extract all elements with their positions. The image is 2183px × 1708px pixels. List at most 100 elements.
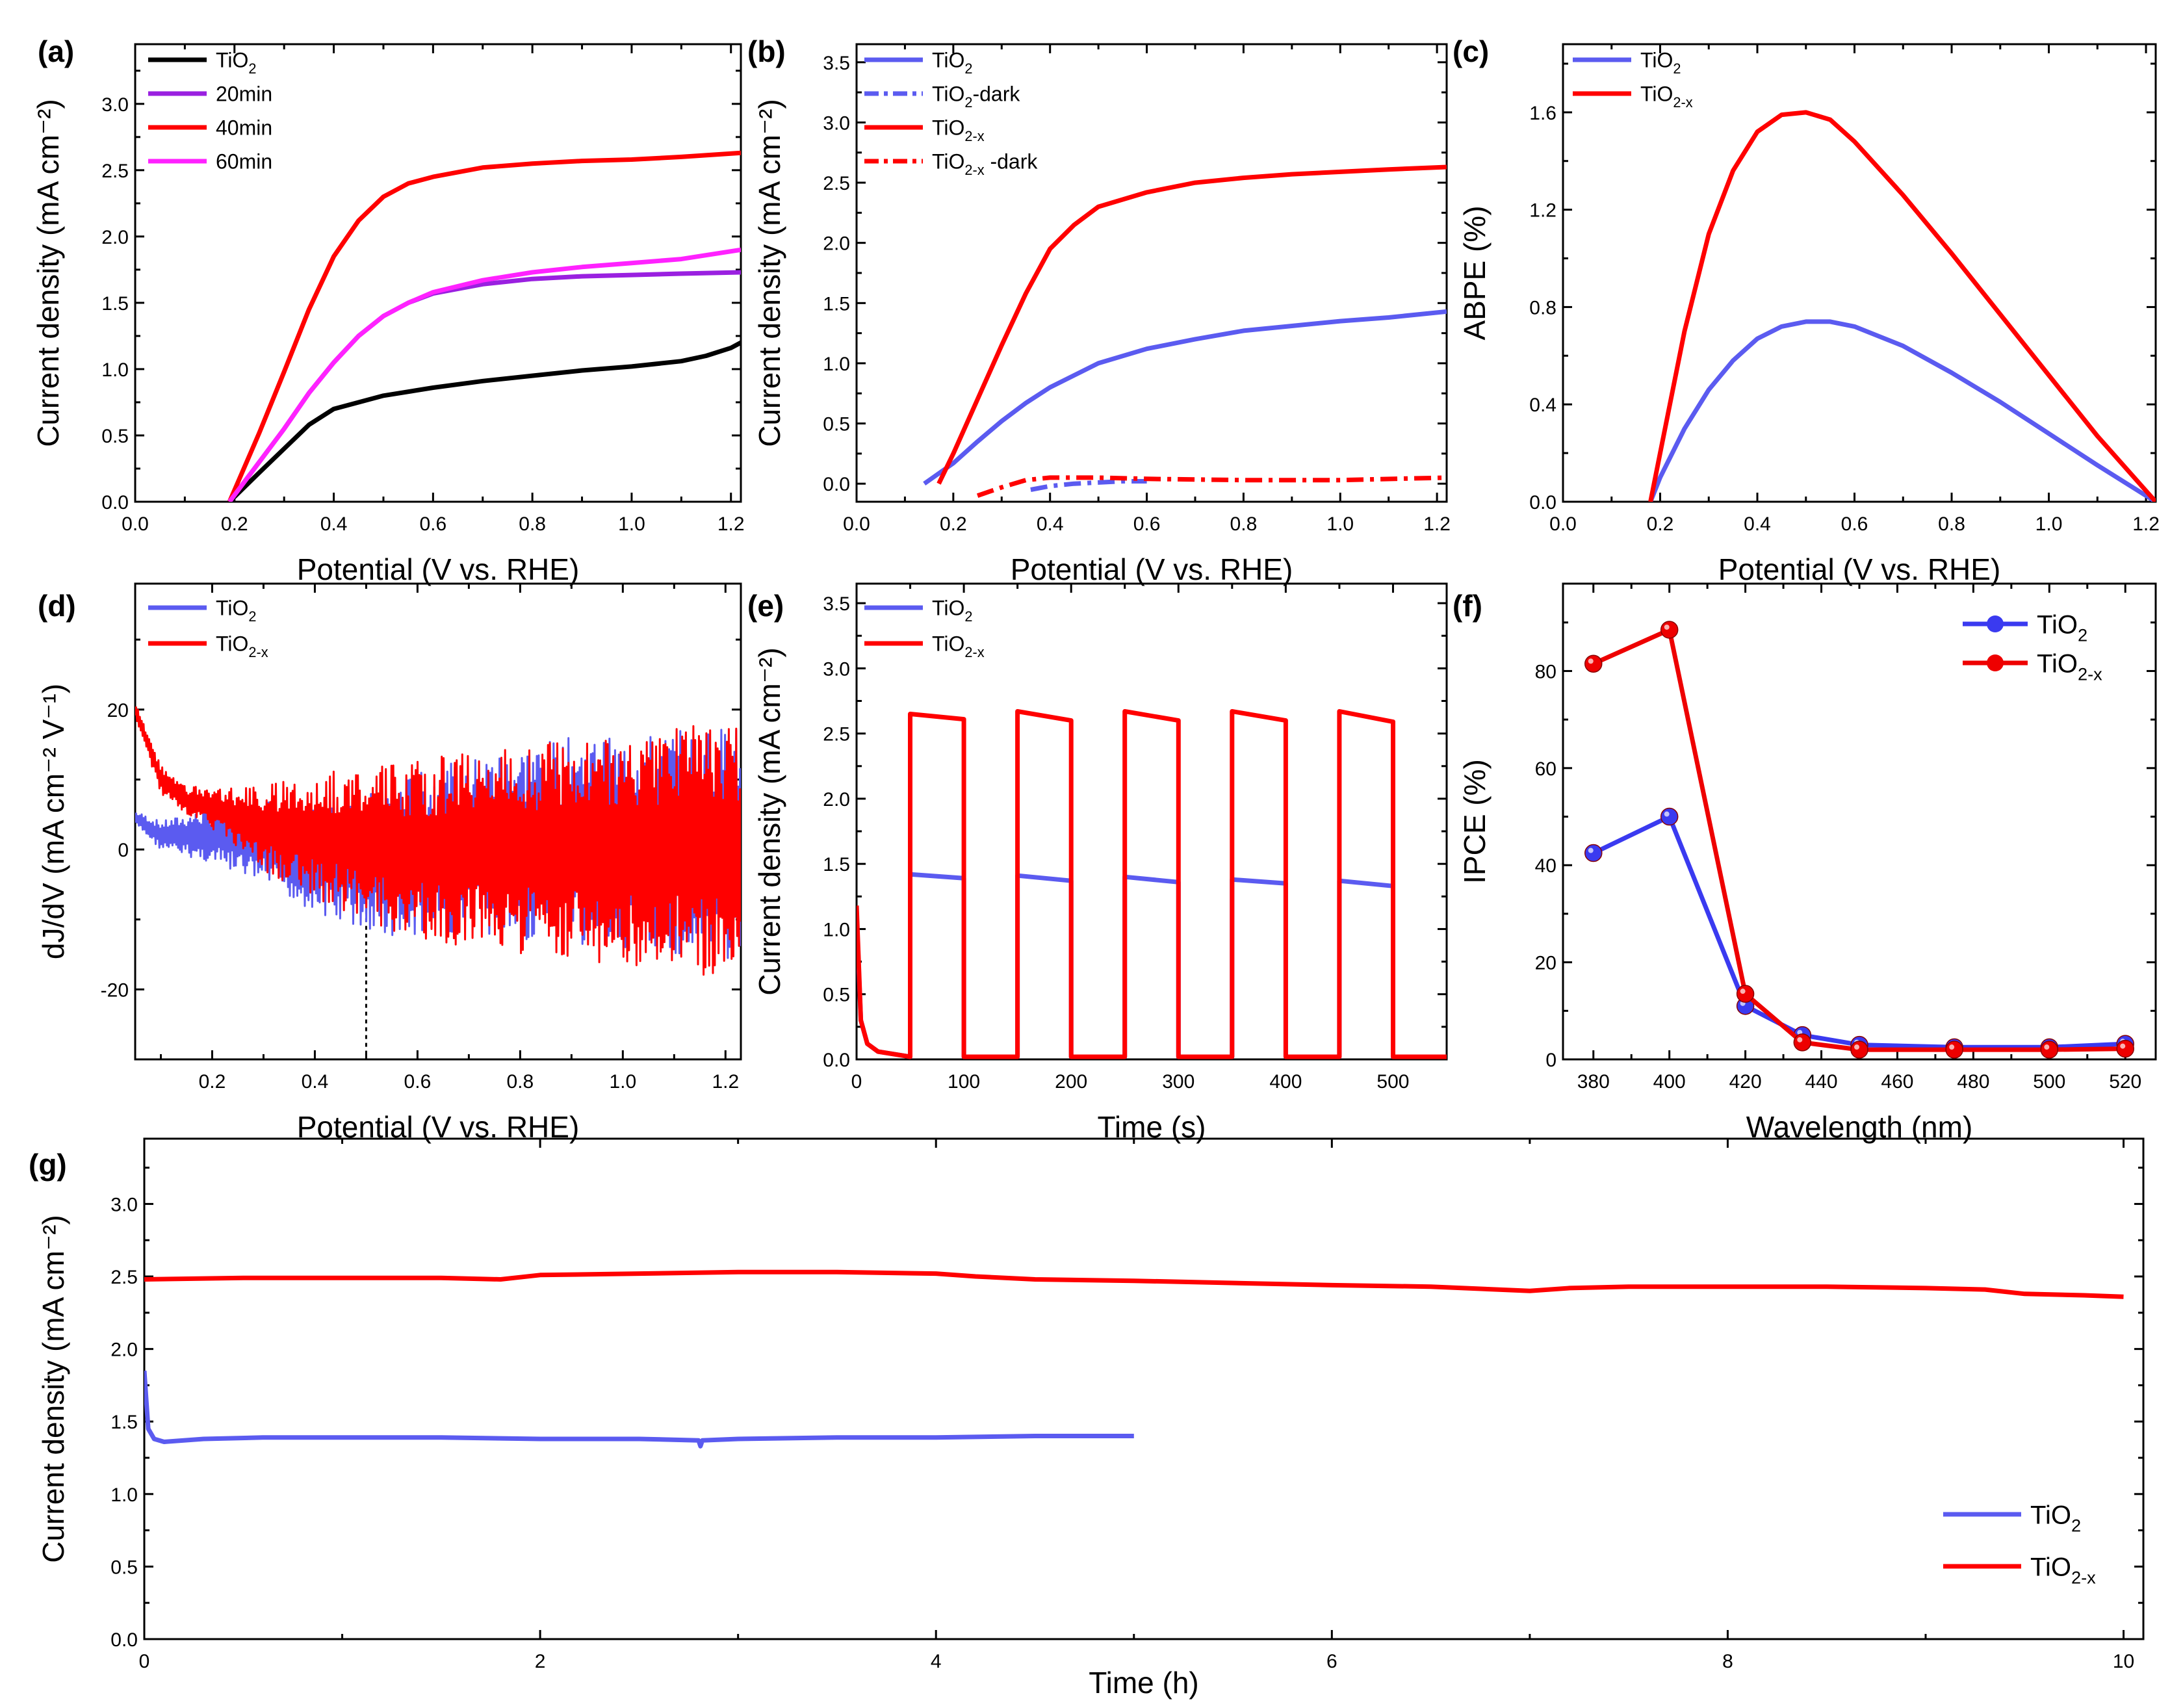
series-line-c-0 <box>1648 319 2156 502</box>
chart-panel-b: 0.0 0.2 0.4 0.6 0.8 1.0 1.2 0.0 0.5 1.0 1.5 2.0 2.5 3… <box>747 34 1451 586</box>
x-tick-label: 500 <box>1376 1071 1409 1093</box>
legend-entry-c-1: TiO2-x <box>1573 83 1693 110</box>
y-tick-label: 0.5 <box>110 1557 138 1578</box>
x-tick-label: 1.2 <box>2132 513 2160 535</box>
legend-entry-a-2: 40min <box>148 116 272 140</box>
legend-entry-g-0: TiO2 <box>1943 1501 2081 1535</box>
legend-entry-e-0: TiO2 <box>864 597 972 625</box>
series-line-a-3 <box>227 247 741 502</box>
y-tick-label: 2.5 <box>823 173 850 194</box>
x-tick-label: 0.6 <box>1133 513 1161 535</box>
y-tick-label: 3.0 <box>823 658 850 680</box>
series-line-b-3 <box>976 475 1447 498</box>
legend-entry-a-3: 60min <box>148 150 272 174</box>
y-tick-label: 1.6 <box>1529 103 1557 124</box>
x-tick-label: 1.2 <box>1423 513 1451 535</box>
data-point-f-1 <box>2040 1041 2059 1059</box>
y-tick-label: 2.5 <box>110 1267 138 1288</box>
legend-label-main: TiO <box>932 49 964 72</box>
legend-label-sub: 2 <box>964 608 972 625</box>
y-tick-label: 0.0 <box>823 474 850 495</box>
y-tick-label: 2.0 <box>101 227 129 248</box>
y-tick-label: -20 <box>101 979 129 1001</box>
legend-label-sub: 2-x <box>964 128 984 144</box>
series-line-f-0 <box>1592 814 2126 1050</box>
legend-entry-d-0: TiO2 <box>148 597 256 625</box>
legend-label: TiO2-dark <box>932 83 1020 111</box>
legend-label: TiO2 <box>216 49 256 77</box>
y-tick-label: 1.0 <box>110 1484 138 1506</box>
legend-label-main: TiO <box>1640 49 1673 72</box>
series-line-g-0 <box>144 1370 1134 1449</box>
legend-label-main: 60min <box>216 150 272 174</box>
legend-label: TiO2 <box>216 597 256 625</box>
data-point-highlight <box>1588 848 1594 853</box>
legend-label-sub: 2-x <box>2071 1567 2096 1587</box>
x-tick-label: 520 <box>2109 1071 2141 1093</box>
legend-label-main: TiO <box>932 150 964 174</box>
x-tick-label: 0.8 <box>507 1071 534 1093</box>
x-tick-label: 1.0 <box>618 513 645 535</box>
data-point-f-1 <box>1945 1041 1963 1059</box>
x-tick-label: 0.0 <box>122 513 149 535</box>
x-tick-label: 0.2 <box>940 513 967 535</box>
data-point-f-1 <box>1584 654 1603 673</box>
x-tick-label: 0.8 <box>519 513 546 535</box>
series-line-e-0 <box>857 872 1447 1059</box>
legend-entry-a-0: TiO2 <box>148 49 256 77</box>
y-axis-label: Current density (mA cm⁻²) <box>753 99 786 447</box>
plot-area-a <box>227 150 741 502</box>
data-point-highlight <box>1797 1037 1803 1042</box>
series-line-g-1 <box>144 1269 2124 1299</box>
legend-entry-e-1: TiO2-x <box>864 632 985 660</box>
panel-label: (b) <box>747 34 786 68</box>
x-tick-label: 400 <box>1269 1071 1302 1093</box>
y-tick-label: 1.5 <box>101 293 129 315</box>
x-tick-label: 0.8 <box>1230 513 1258 535</box>
x-tick-label: 1.0 <box>2035 513 2063 535</box>
series-line-e-1 <box>857 709 1447 1059</box>
legend-label-sub: 2-x <box>2078 664 2102 684</box>
x-tick-label: 6 <box>1326 1651 1337 1672</box>
plot-frame-e <box>855 582 1448 1061</box>
panel-label: (d) <box>38 589 76 623</box>
y-tick-label: 20 <box>107 700 129 721</box>
legend-label-sub: 2 <box>1673 60 1681 77</box>
y-tick-label: 3.0 <box>110 1194 138 1215</box>
y-axis-label: ABPE (%) <box>1458 205 1492 340</box>
chart-panel-a: 0.0 0.2 0.4 0.6 0.8 1.0 1.2 0.0 0.5 1.0 1.5 2.0 2.5 3… <box>31 34 745 586</box>
legend-label: TiO2 <box>2037 610 2087 645</box>
legend-label-main: TiO <box>932 632 964 656</box>
plot-area-b <box>923 164 1447 498</box>
y-tick-label: 80 <box>1535 661 1557 682</box>
x-tick-label: 440 <box>1805 1071 1838 1093</box>
legend-label: 20min <box>216 83 272 106</box>
x-tick-label: 400 <box>1653 1071 1686 1093</box>
y-axis-label: Current density (mA cm⁻²) <box>31 99 65 447</box>
y-tick-label: 1.2 <box>1529 200 1557 222</box>
y-tick-label: 20 <box>1535 953 1557 974</box>
data-point-highlight <box>1664 811 1670 817</box>
y-tick-label: 3.0 <box>101 94 129 116</box>
legend-label-main: TiO <box>2037 649 2078 678</box>
chart-panel-c: 0.0 0.2 0.4 0.6 0.8 1.0 1.2 0.0 0.4 0.8 1.2 1.6 Pote… <box>1453 34 2160 586</box>
legend-label-main: TiO <box>932 597 964 620</box>
legend-label-suffix: -dark <box>985 150 1039 174</box>
plot-area-g <box>144 1269 2124 1449</box>
series-line-b-2 <box>936 164 1447 485</box>
x-tick-label: 0.6 <box>420 513 447 535</box>
x-tick-label: 0.2 <box>221 513 248 535</box>
legend-entry-d-1: TiO2-x <box>148 632 268 660</box>
legend-entry-f-0: TiO2 <box>1963 610 2087 645</box>
x-tick-label: 8 <box>1722 1651 1733 1672</box>
y-tick-label: 1.0 <box>823 354 850 375</box>
legend-label-sub: 2-x <box>1673 94 1692 110</box>
y-tick-label: 40 <box>1535 855 1557 877</box>
legend-entry-b-3: TiO2-x -dark <box>864 150 1039 178</box>
x-tick-label: 0.0 <box>1549 513 1577 535</box>
y-tick-label: 3.0 <box>823 112 850 134</box>
data-point-highlight <box>2120 1043 2126 1049</box>
data-point-highlight <box>1949 1044 1955 1050</box>
x-tick-label: 460 <box>1881 1071 1913 1093</box>
